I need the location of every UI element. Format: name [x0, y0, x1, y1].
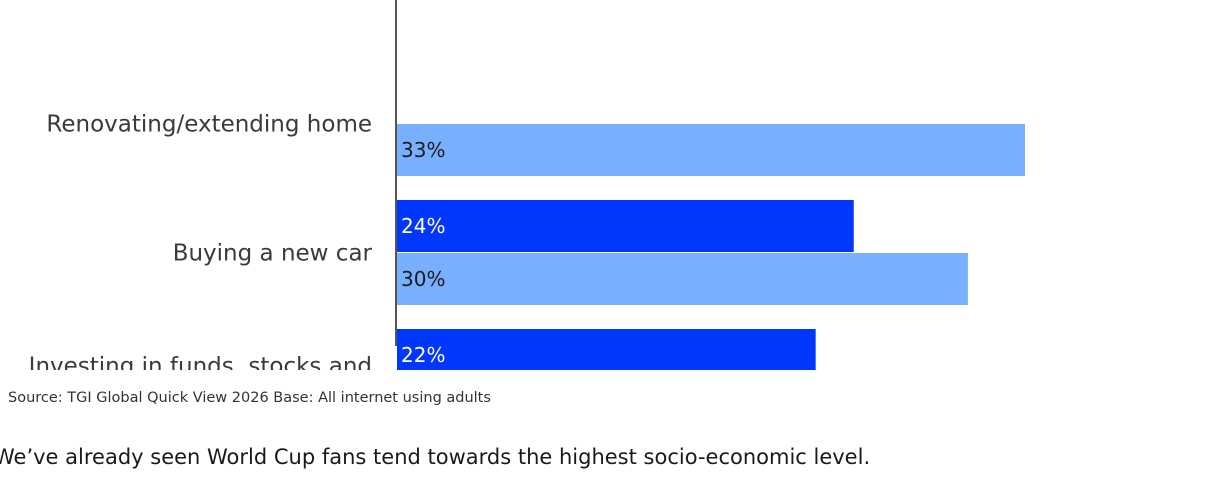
bar-value-label: 33%	[401, 138, 445, 162]
category-labels-layer: Renovating/extending home Buying a new ca…	[29, 112, 373, 371]
bar-chart: 33%24%30%22%29% Renovating/extending hom…	[29, 0, 1025, 371]
bar-1-2	[397, 200, 854, 252]
bar-2-2	[397, 253, 968, 305]
bars-layer: 33%24%30%22%29%	[397, 124, 1025, 370]
category-label: Investing in funds, stocks and	[29, 354, 372, 371]
bar-value-label: 24%	[401, 214, 445, 238]
bar-2-1	[397, 124, 1025, 176]
body-paragraph: We’ve already seen World Cup fans tend t…	[0, 445, 871, 469]
bar-value-label: 30%	[401, 267, 445, 291]
category-label: Buying a new car	[173, 241, 373, 267]
category-label: Renovating/extending home	[46, 112, 372, 138]
source-note: Source: TGI Global Quick View 2026 Base:…	[8, 390, 491, 406]
bar-value-label: 22%	[401, 343, 445, 367]
bar-1-3	[397, 329, 816, 370]
